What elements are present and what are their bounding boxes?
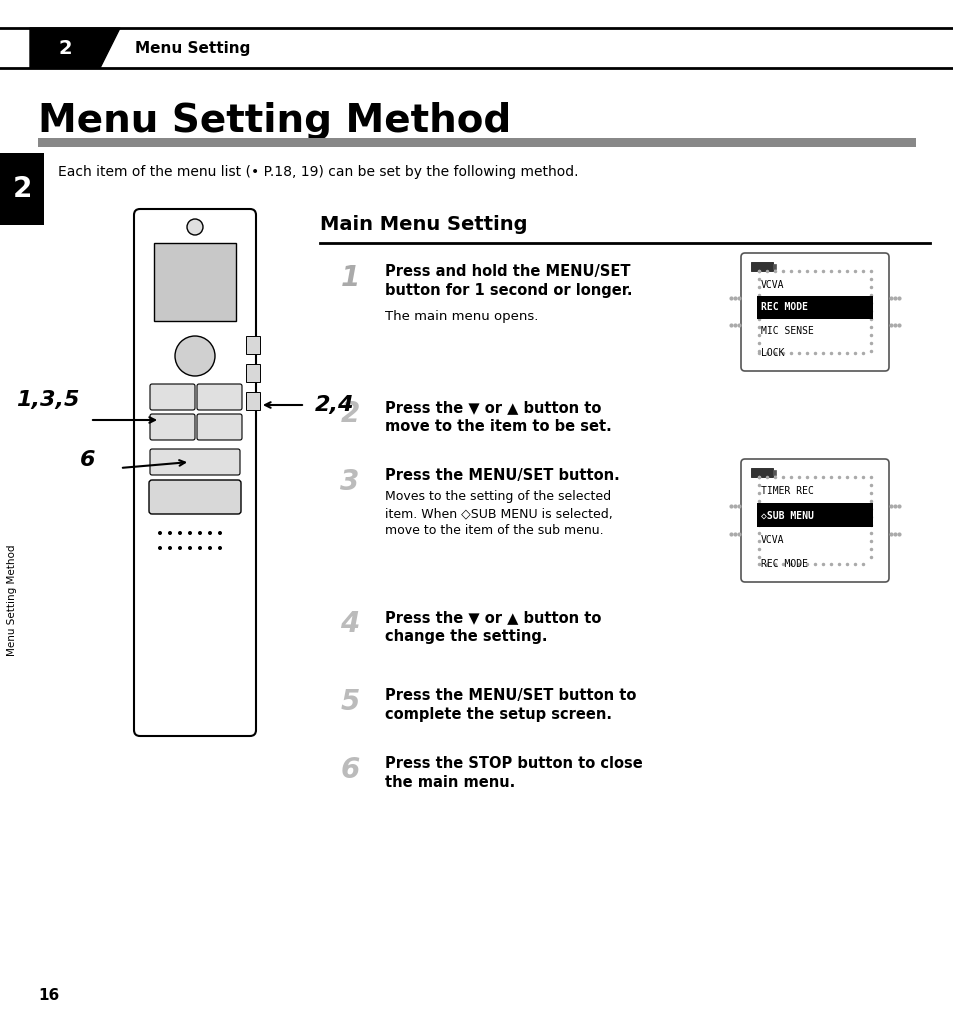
Text: Press the ▼ or ▲ button to
move to the item to be set.: Press the ▼ or ▲ button to move to the i… bbox=[385, 400, 611, 434]
Text: Menu Setting Method: Menu Setting Method bbox=[38, 102, 511, 140]
Text: REC MODE: REC MODE bbox=[760, 559, 807, 569]
Bar bbox=[246, 392, 260, 410]
Text: VCVA: VCVA bbox=[760, 535, 783, 545]
Polygon shape bbox=[30, 28, 120, 68]
Bar bbox=[153, 243, 235, 321]
Circle shape bbox=[174, 336, 214, 376]
Text: 6: 6 bbox=[340, 756, 359, 784]
Circle shape bbox=[158, 546, 162, 550]
Text: Press and hold the MENU/SET
button for 1 second or longer.: Press and hold the MENU/SET button for 1… bbox=[385, 264, 632, 298]
Bar bbox=[246, 336, 260, 354]
Text: 1,3,5: 1,3,5 bbox=[16, 390, 80, 410]
Circle shape bbox=[168, 546, 172, 550]
Text: The main menu opens.: The main menu opens. bbox=[385, 310, 537, 323]
Circle shape bbox=[218, 531, 222, 535]
Circle shape bbox=[188, 531, 192, 535]
Text: 6: 6 bbox=[79, 450, 95, 470]
Circle shape bbox=[218, 546, 222, 550]
Bar bbox=[38, 138, 915, 147]
Text: REC MODE: REC MODE bbox=[760, 303, 807, 313]
FancyBboxPatch shape bbox=[150, 449, 240, 475]
Text: 2,4: 2,4 bbox=[314, 394, 355, 415]
FancyBboxPatch shape bbox=[133, 210, 255, 736]
Text: 4: 4 bbox=[340, 610, 359, 638]
Circle shape bbox=[187, 219, 203, 235]
FancyBboxPatch shape bbox=[149, 480, 241, 514]
Text: 5: 5 bbox=[340, 688, 359, 716]
Text: Press the ▼ or ▲ button to
change the setting.: Press the ▼ or ▲ button to change the se… bbox=[385, 610, 600, 644]
Circle shape bbox=[188, 546, 192, 550]
Text: Moves to the setting of the selected
item. When ◇SUB MENU is selected,
move to t: Moves to the setting of the selected ite… bbox=[385, 490, 612, 537]
Text: Press the MENU/SET button.: Press the MENU/SET button. bbox=[385, 468, 619, 483]
Text: Menu Setting Method: Menu Setting Method bbox=[7, 545, 17, 656]
Circle shape bbox=[198, 531, 202, 535]
FancyBboxPatch shape bbox=[196, 414, 242, 440]
Circle shape bbox=[208, 531, 212, 535]
Text: 2: 2 bbox=[58, 39, 71, 57]
Circle shape bbox=[178, 531, 182, 535]
Bar bbox=[750, 262, 772, 271]
Text: LOCK: LOCK bbox=[760, 349, 783, 359]
FancyBboxPatch shape bbox=[150, 414, 194, 440]
Text: Menu Setting: Menu Setting bbox=[135, 41, 250, 55]
Circle shape bbox=[158, 531, 162, 535]
FancyBboxPatch shape bbox=[740, 253, 888, 371]
Text: Each item of the menu list (• P.18, 19) can be set by the following method.: Each item of the menu list (• P.18, 19) … bbox=[58, 165, 578, 179]
Text: Press the MENU/SET button to
complete the setup screen.: Press the MENU/SET button to complete th… bbox=[385, 688, 636, 723]
FancyBboxPatch shape bbox=[740, 459, 888, 582]
Bar bbox=[757, 296, 872, 319]
Bar bbox=[772, 264, 775, 269]
Circle shape bbox=[178, 546, 182, 550]
FancyBboxPatch shape bbox=[150, 384, 194, 410]
Text: Main Menu Setting: Main Menu Setting bbox=[319, 215, 527, 234]
Text: VCVA: VCVA bbox=[760, 279, 783, 289]
Text: MIC SENSE: MIC SENSE bbox=[760, 325, 813, 335]
Bar bbox=[750, 468, 772, 477]
Bar bbox=[772, 470, 775, 475]
Circle shape bbox=[168, 531, 172, 535]
Text: 16: 16 bbox=[38, 988, 59, 1004]
Circle shape bbox=[198, 546, 202, 550]
Text: 2: 2 bbox=[340, 400, 359, 428]
Text: Press the STOP button to close
the main menu.: Press the STOP button to close the main … bbox=[385, 756, 642, 790]
Circle shape bbox=[208, 546, 212, 550]
Text: 3: 3 bbox=[340, 468, 359, 496]
Text: ◇SUB MENU: ◇SUB MENU bbox=[760, 510, 813, 520]
Bar bbox=[246, 364, 260, 382]
Text: 1: 1 bbox=[340, 264, 359, 292]
Bar bbox=[757, 503, 872, 527]
FancyBboxPatch shape bbox=[196, 384, 242, 410]
Text: TIMER REC: TIMER REC bbox=[760, 486, 813, 496]
Text: 2: 2 bbox=[12, 175, 31, 203]
Bar bbox=[0, 153, 44, 225]
